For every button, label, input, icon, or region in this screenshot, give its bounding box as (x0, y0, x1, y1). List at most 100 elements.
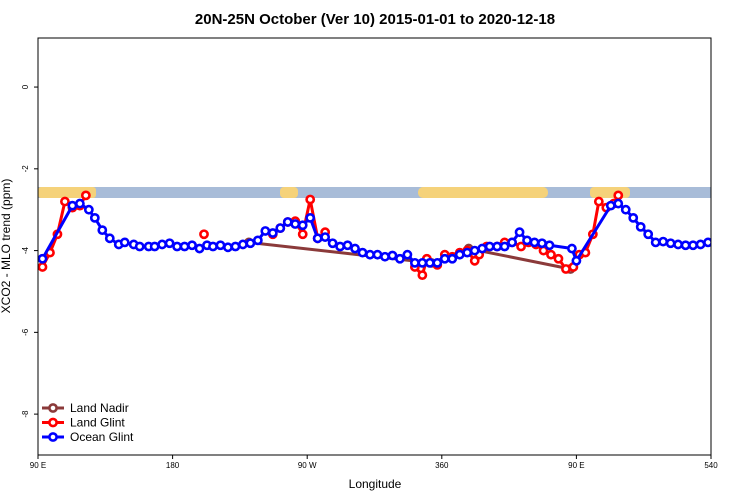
data-point (297, 220, 308, 231)
data-point (673, 239, 683, 250)
x-axis-title: Longitude (349, 477, 402, 491)
y-axis-title: XCO2 - MLO trend (ppm) (0, 179, 13, 314)
x-tick-label: 90 E (30, 461, 46, 470)
data-point (567, 243, 577, 254)
y-tick-label: -6 (21, 328, 30, 336)
data-point (432, 257, 443, 268)
data-point (703, 237, 711, 248)
data-point (149, 241, 160, 252)
data-point (305, 212, 316, 223)
data-point (613, 198, 624, 209)
data-point (537, 238, 547, 249)
data-point (424, 257, 435, 268)
legend-label: Ocean Glint (70, 430, 134, 444)
data-point (507, 237, 517, 248)
data-point (409, 257, 420, 268)
legend-marker (48, 403, 58, 413)
data-point (97, 225, 108, 236)
x-tick-label: 90 W (298, 461, 317, 470)
data-point (320, 232, 331, 242)
data-point (477, 243, 488, 254)
x-tick-label: 90 E (568, 461, 584, 470)
x-tick-label: 180 (166, 461, 180, 470)
data-point (650, 237, 661, 248)
plot-marks (38, 190, 711, 281)
data-point (492, 241, 503, 252)
data-point (282, 217, 293, 227)
data-point (571, 255, 582, 266)
data-point (172, 241, 182, 252)
legend-marker (48, 417, 58, 428)
data-point (245, 238, 256, 249)
legend-label: Land Nadir (70, 401, 129, 415)
data-point (439, 253, 450, 264)
data-point (67, 200, 78, 211)
data-point (469, 245, 480, 256)
data-point (553, 253, 564, 264)
data-point (387, 250, 398, 261)
data-point (223, 242, 233, 253)
data-point (484, 241, 495, 252)
data-point (447, 253, 458, 264)
data-point (380, 251, 390, 262)
y-tick-label: 0 (21, 84, 30, 89)
data-point (522, 235, 532, 246)
y-tick-label: -2 (21, 165, 30, 173)
legend-marker (48, 432, 58, 442)
y-tick-label: -4 (21, 246, 30, 254)
data-point (157, 239, 168, 250)
data-point (164, 238, 175, 249)
data-point (187, 240, 197, 251)
data-point (134, 241, 145, 252)
data-point (89, 212, 100, 223)
data-point (342, 240, 353, 251)
data-point (179, 241, 190, 252)
data-point (454, 249, 465, 260)
data-point (194, 243, 205, 254)
data-point (688, 240, 698, 251)
data-point (199, 229, 209, 240)
data-point (402, 249, 413, 260)
data-point (275, 223, 286, 234)
y-tick-label: -8 (21, 410, 30, 418)
data-point (267, 228, 278, 238)
data-point (83, 204, 94, 215)
data-point (38, 253, 48, 264)
data-point (665, 238, 676, 249)
data-point (546, 249, 556, 260)
data-point (38, 262, 48, 272)
data-point (561, 264, 571, 274)
data-point (305, 194, 316, 205)
data-point (290, 219, 301, 229)
data-point (312, 233, 323, 244)
legend-label: Land Glint (70, 416, 125, 430)
map-strip (38, 187, 711, 198)
data-point (208, 241, 218, 252)
data-point (680, 240, 691, 251)
data-point (620, 204, 631, 215)
data-point (544, 240, 555, 251)
data-point (417, 270, 428, 281)
data-point (499, 241, 510, 252)
data-point (635, 221, 646, 232)
data-point (335, 241, 346, 252)
data-point (529, 237, 540, 248)
data-point (628, 212, 639, 223)
data-point (605, 200, 616, 211)
data-point (119, 237, 130, 248)
plot-frame (37, 37, 712, 456)
data-point (695, 239, 706, 250)
data-point (372, 249, 383, 260)
data-point (237, 239, 248, 250)
data-point (80, 190, 91, 201)
data-point (350, 243, 360, 254)
data-point (593, 196, 604, 207)
data-point (215, 240, 226, 251)
data-point (514, 227, 525, 238)
chart-title: 20N-25N October (Ver 10) 2015-01-01 to 2… (195, 11, 555, 28)
data-point (327, 238, 338, 249)
data-point (230, 241, 241, 252)
data-point (357, 247, 368, 258)
data-point (365, 249, 375, 260)
